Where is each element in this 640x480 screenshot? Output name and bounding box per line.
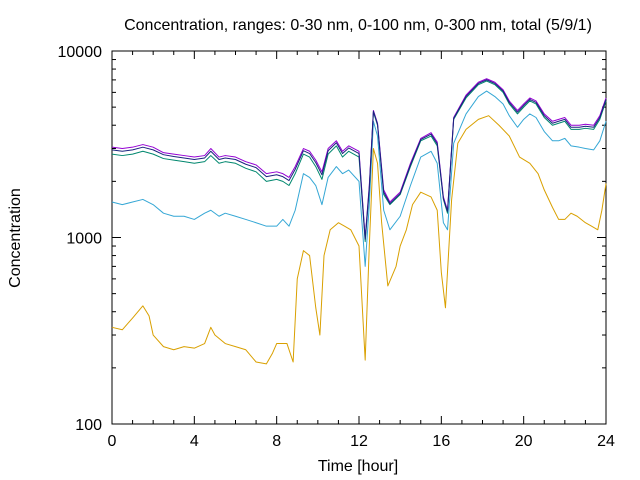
plot-frame <box>111 50 607 425</box>
series-line-5 <box>111 79 607 240</box>
y-tick-label: 100 <box>75 417 102 434</box>
x-tick-label: 12 <box>350 433 368 450</box>
y-axis-title: Concentration <box>7 188 24 288</box>
x-tick-label: 24 <box>597 433 615 450</box>
y-tick-label: 1000 <box>66 231 102 248</box>
x-tick-label: 20 <box>515 433 533 450</box>
x-tick-label: 0 <box>108 433 117 450</box>
chart-title: Concentration, ranges: 0-30 nm, 0-100 nm… <box>124 17 592 34</box>
y-axis: 100 1000 10000 <box>58 44 606 434</box>
y-tick-label: 10000 <box>58 44 103 61</box>
series-line-3 <box>111 80 607 243</box>
series-line-1 <box>111 115 607 365</box>
x-tick-label: 16 <box>432 433 450 450</box>
series-group <box>111 78 607 365</box>
series-line-2 <box>111 90 607 267</box>
x-tick-label: 8 <box>272 433 281 450</box>
x-axis: 0 4 8 12 16 20 24 <box>108 51 615 450</box>
x-tick-label: 4 <box>190 433 199 450</box>
x-axis-title: Time [hour] <box>318 458 398 475</box>
